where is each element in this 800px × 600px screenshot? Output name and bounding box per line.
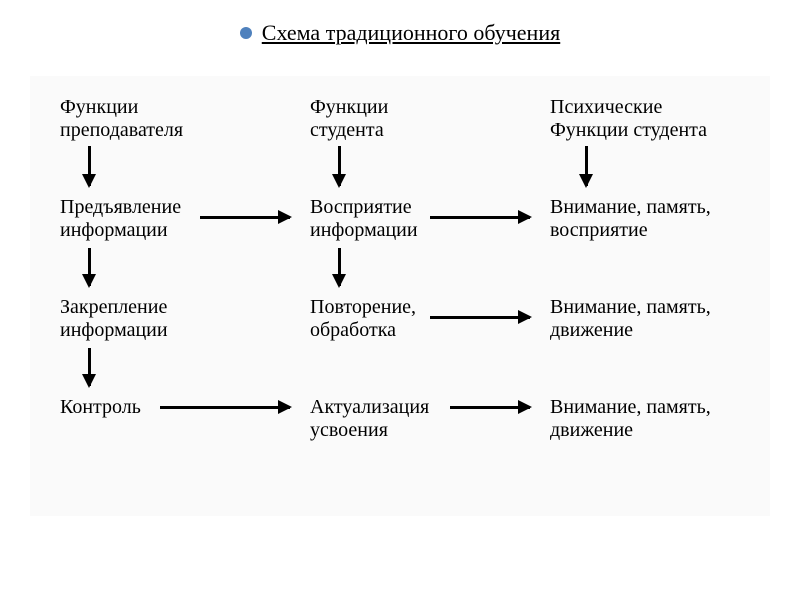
arrow-n-b1-n-b2	[338, 146, 341, 186]
arrow-n-c1-n-c2	[585, 146, 588, 186]
node-n-a2: Предъявление информации	[60, 196, 181, 242]
node-n-b4: Актуализация усвоения	[310, 396, 429, 442]
node-n-c2: Внимание, память, восприятие	[550, 196, 711, 242]
node-n-b3: Повторение, обработка	[310, 296, 416, 342]
node-n-a3: Закрепление информации	[60, 296, 168, 342]
arrow-n-b2-n-b3	[338, 248, 341, 286]
diagram-canvas: Функции преподавателя Функции студента Пси…	[30, 76, 770, 516]
title-bullet	[240, 27, 252, 39]
node-n-b2: Восприятие информации	[310, 196, 418, 242]
node-n-c4: Внимание, память, движение	[550, 396, 711, 442]
arrow-n-b4-n-c4	[450, 406, 530, 409]
node-n-b1: Функции студента	[310, 96, 388, 142]
node-n-a4: Контроль	[60, 396, 141, 419]
arrow-n-a2-n-a3	[88, 248, 91, 286]
node-n-a1: Функции преподавателя	[60, 96, 183, 142]
arrow-n-a3-n-a4	[88, 348, 91, 386]
arrow-n-b2-n-c2	[430, 216, 530, 219]
arrow-n-b3-n-c3	[430, 316, 530, 319]
node-n-c3: Внимание, память, движение	[550, 296, 711, 342]
node-n-c1: Психические Функции студента	[550, 96, 707, 142]
title-row: Схема традиционного обучения	[0, 0, 800, 76]
arrow-n-a4-n-b4	[160, 406, 290, 409]
page-title: Схема традиционного обучения	[262, 20, 560, 46]
arrow-n-a1-n-a2	[88, 146, 91, 186]
arrow-n-a2-n-b2	[200, 216, 290, 219]
